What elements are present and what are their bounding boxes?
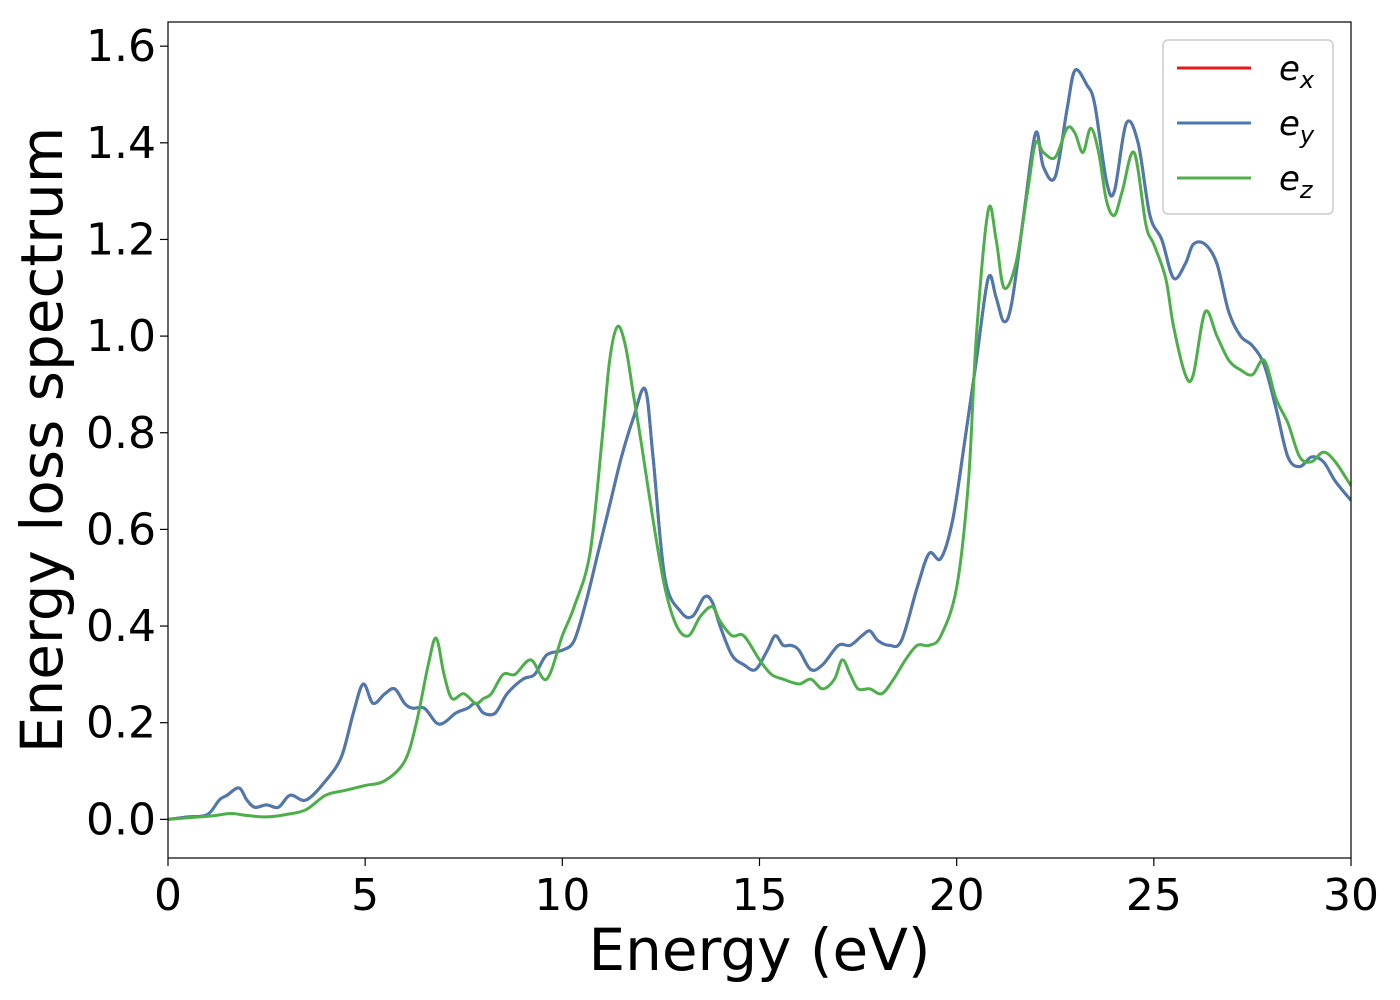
- y-tick-label: 1.4: [86, 118, 156, 169]
- x-tick-label: 25: [1126, 870, 1182, 921]
- y-tick-label: 1.6: [86, 21, 156, 72]
- y-axis-label: Energy loss spectrum: [8, 127, 76, 753]
- x-tick-label: 10: [534, 870, 590, 921]
- legend-box: [1162, 39, 1334, 215]
- x-tick-label: 5: [351, 870, 379, 921]
- series-line-ez: [168, 125, 1351, 821]
- x-tick-label: 20: [929, 870, 985, 921]
- y-tick-label: 0.0: [86, 794, 156, 845]
- legend-label: ey: [1279, 104, 1315, 149]
- legend: ex ey ez: [1162, 39, 1334, 215]
- x-tick-label: 0: [154, 870, 182, 921]
- y-tick-label: 0.4: [86, 601, 156, 652]
- x-tick-label: 15: [732, 870, 788, 921]
- x-axis-label: Energy (eV): [588, 916, 930, 984]
- x-tick-label: 30: [1323, 870, 1379, 921]
- legend-label: ex: [1279, 49, 1315, 94]
- y-tick-label: 0.6: [86, 504, 156, 555]
- y-tick-label: 1.0: [86, 311, 156, 362]
- y-tick-label: 1.2: [86, 214, 156, 265]
- series-line-ey: [168, 68, 1351, 821]
- y-tick-label: 0.8: [86, 408, 156, 459]
- series-layer: [168, 68, 1351, 821]
- x-axis-ticks: 0 5 10 15 20 25 30: [154, 858, 1379, 921]
- y-tick-label: 0.2: [86, 698, 156, 749]
- legend-label: ez: [1279, 159, 1314, 204]
- y-axis-ticks: 0.0 0.2 0.4 0.6 0.8 1.0 1.2 1.4 1.6: [86, 21, 168, 845]
